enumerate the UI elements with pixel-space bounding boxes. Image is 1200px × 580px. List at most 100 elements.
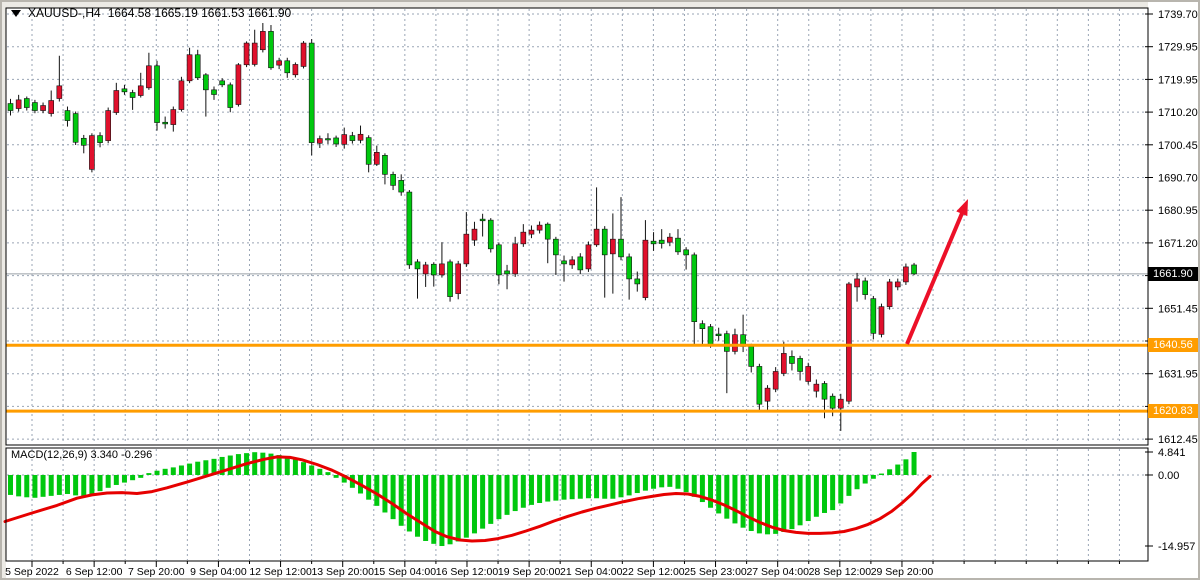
- time-tick-label[interactable]: 12 Sep 12:00: [249, 566, 312, 578]
- macd-histogram-bar: [40, 474, 46, 497]
- candle: [536, 224, 543, 231]
- candle: [797, 358, 803, 372]
- trend-arrow-head[interactable]: [956, 199, 968, 217]
- macd-histogram-bar: [870, 474, 876, 479]
- macd-histogram-bar: [504, 474, 510, 515]
- macd-histogram-bar: [577, 474, 583, 499]
- candle: [406, 191, 413, 266]
- time-tick-label[interactable]: 13 Sep 20:00: [311, 566, 374, 578]
- candle: [642, 239, 649, 298]
- candle: [414, 261, 421, 270]
- macd-histogram-bar: [594, 474, 600, 499]
- price-tick-label: 1690.70: [1158, 173, 1198, 185]
- time-tick-label[interactable]: 16 Sep 12:00: [436, 566, 499, 578]
- macd-histogram-bar: [292, 459, 298, 475]
- macd-histogram-bar: [471, 474, 477, 534]
- candle: [821, 383, 828, 400]
- candle: [137, 85, 144, 96]
- macd-histogram-bar: [699, 474, 705, 503]
- candle: [170, 109, 177, 125]
- time-tick-label[interactable]: 5 Sep 2022: [5, 566, 59, 578]
- macd-histogram-bar: [431, 474, 437, 544]
- macd-histogram-bar: [317, 468, 323, 475]
- support-level-badge-1640[interactable]: 1640.56: [1148, 338, 1198, 353]
- macd-histogram-bar: [187, 463, 193, 475]
- macd-histogram-bar: [765, 474, 771, 535]
- macd-histogram-bar: [276, 455, 282, 475]
- plot-background: [6, 8, 1148, 578]
- macd-histogram-bar: [227, 455, 233, 475]
- macd-histogram-bar: [130, 474, 136, 481]
- candle: [911, 264, 917, 275]
- candle: [724, 333, 730, 352]
- support-level-badge-1620[interactable]: 1620.83: [1148, 404, 1198, 419]
- trend-arrow-line[interactable]: [905, 209, 966, 345]
- macd-histogram-bar: [73, 474, 79, 496]
- candle: [308, 42, 315, 143]
- candle: [243, 42, 250, 66]
- macd-histogram-bar: [382, 474, 388, 513]
- candle: [699, 323, 706, 329]
- candle: [365, 137, 372, 165]
- candle: [23, 98, 30, 108]
- candle: [626, 256, 632, 280]
- candle: [593, 228, 600, 246]
- macd-histogram-bar: [284, 456, 290, 475]
- macd-histogram-bar: [822, 474, 827, 513]
- time-tick-label[interactable]: 22 Sep 12:00: [622, 566, 685, 578]
- macd-histogram-bar: [64, 474, 70, 494]
- macd-histogram-bar: [854, 474, 860, 490]
- macd-histogram-bar: [211, 458, 217, 475]
- macd-histogram-bar: [773, 474, 779, 534]
- macd-histogram-bar: [390, 474, 396, 520]
- time-tick-label[interactable]: 7 Sep 20:00: [128, 566, 185, 578]
- price-tick-label: 1680.95: [1158, 205, 1198, 217]
- macd-histogram-bar: [895, 464, 901, 475]
- macd-histogram-bar: [585, 474, 591, 499]
- current-price-badge: 1661.90: [1148, 266, 1198, 281]
- time-tick-label[interactable]: 9 Sep 04:00: [190, 566, 247, 578]
- macd-histogram-bar: [838, 474, 844, 504]
- price-tick-label: 1631.95: [1158, 369, 1198, 381]
- macd-histogram-bar: [105, 474, 111, 488]
- macd-histogram-bar: [846, 474, 852, 496]
- candle: [463, 233, 470, 265]
- candle: [813, 383, 820, 392]
- time-tick-label[interactable]: 28 Sep 12:00: [809, 566, 872, 578]
- macd-histogram-bar: [805, 474, 811, 522]
- candle: [756, 366, 763, 405]
- macd-histogram-bar: [463, 474, 469, 538]
- symbol-dropdown-icon[interactable]: [11, 10, 21, 17]
- macd-histogram-bar: [561, 474, 567, 500]
- macd-histogram-bar: [756, 474, 762, 534]
- macd-histogram-bar: [659, 474, 665, 488]
- macd-histogram-bar: [219, 456, 225, 475]
- candle: [789, 356, 795, 364]
- macd-histogram-bar: [447, 474, 453, 545]
- time-tick-label[interactable]: 21 Sep 04:00: [560, 566, 623, 578]
- macd-histogram-bar: [138, 474, 144, 478]
- candle: [837, 398, 844, 409]
- candle: [89, 135, 95, 170]
- price-tick-label: 1700.45: [1158, 140, 1198, 152]
- candle: [97, 135, 103, 143]
- time-tick-label[interactable]: 6 Sep 12:00: [66, 566, 123, 578]
- candle: [439, 263, 445, 276]
- time-tick-label[interactable]: 27 Sep 04:00: [746, 566, 809, 578]
- candle: [544, 223, 551, 240]
- candle: [121, 88, 128, 93]
- macd-histogram-bar: [48, 474, 54, 496]
- time-tick-label[interactable]: 15 Sep 04:00: [374, 566, 437, 578]
- macd-histogram-bar: [56, 474, 62, 495]
- time-tick-label[interactable]: 25 Sep 23:00: [684, 566, 747, 578]
- candle: [561, 260, 567, 265]
- time-tick-label[interactable]: 29 Sep 20:00: [871, 566, 934, 578]
- macd-histogram-bar: [455, 474, 461, 542]
- macd-indicator-label: MACD(12,26,9) 3.340 -0.296: [11, 449, 153, 461]
- macd-histogram-bar: [537, 474, 543, 503]
- time-tick-label[interactable]: 19 Sep 20:00: [498, 566, 561, 578]
- macd-histogram-bar: [520, 474, 526, 508]
- macd-histogram-bar: [781, 474, 787, 532]
- candle: [634, 278, 641, 285]
